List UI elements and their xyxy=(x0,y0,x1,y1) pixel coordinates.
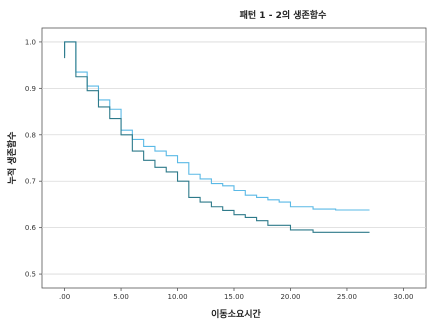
y-tick-label: 0.6 xyxy=(25,224,37,232)
chart-title: 패턴 1 - 2의 생존함수 xyxy=(240,9,327,21)
series-layer xyxy=(64,41,370,233)
y-axis-ticks: 0.5 0.6 0.7 0.8 0.9 1.0 xyxy=(25,38,42,279)
x-tick-label: 25.00 xyxy=(337,293,357,301)
survival-step-line-2 xyxy=(64,41,370,233)
plot-area: .00 5.00 10.00 15.00 20.00 25.00 30.00 0.50.60… xyxy=(25,27,427,301)
x-axis-ticks: .00 5.00 10.00 15.00 20.00 25.00 30.00 xyxy=(59,288,413,301)
y-tick-label: 0.7 xyxy=(25,178,36,186)
y-tick-label: 0.5 xyxy=(25,271,36,279)
y-tick-label: 0.9 xyxy=(25,85,36,93)
grid-lines xyxy=(42,41,426,275)
y-axis-label: 누적 생존함수 xyxy=(6,132,18,185)
x-tick-label: .00 xyxy=(59,293,70,301)
survival-step-line-1 xyxy=(64,41,370,211)
x-axis-label: 이동소요시간 xyxy=(211,308,261,320)
x-tick-label: 30.00 xyxy=(393,293,413,301)
y-tick-label: 0.8 xyxy=(25,131,36,139)
x-tick-label: 15.00 xyxy=(224,293,244,301)
x-tick-label: 20.00 xyxy=(280,293,300,301)
x-tick-label: 10.00 xyxy=(168,293,188,301)
x-tick-label: 5.00 xyxy=(113,293,129,301)
y-tick-label: 1.0 xyxy=(25,38,36,46)
